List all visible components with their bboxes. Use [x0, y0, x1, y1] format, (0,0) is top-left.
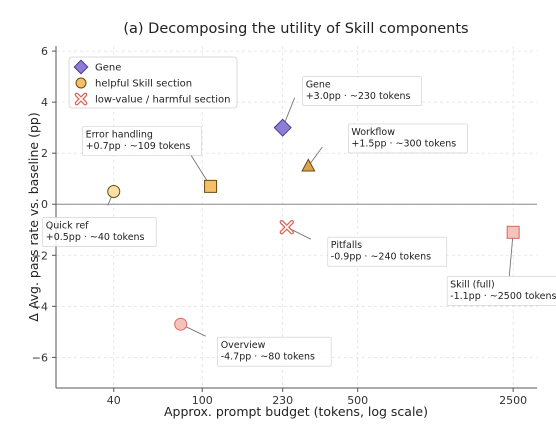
annotation-label: Gene	[306, 80, 331, 91]
legend-label: low-value / harmful section	[95, 95, 230, 106]
legend-box	[68, 56, 238, 109]
x-tick-label: 2500	[499, 394, 527, 407]
x-axis-title: Approx. prompt budget (tokens, log scale…	[164, 404, 428, 419]
legend-label: helpful Skill section	[95, 79, 192, 90]
annotation-leader	[508, 232, 514, 278]
annotation-box	[82, 126, 202, 156]
annotation-label: Skill (full)	[450, 279, 495, 290]
data-point	[107, 184, 121, 198]
y-tick-label: −4	[32, 300, 48, 313]
y-axis-title: Δ Avg. pass rate vs. baseline (pp)	[26, 112, 41, 321]
annotation-label: Quick ref	[46, 220, 89, 231]
annotation-box	[327, 236, 448, 267]
annotation-label: -0.9pp · ~240 tokens	[331, 252, 431, 263]
annotation-label: Workflow	[351, 127, 395, 138]
annotation-box	[42, 217, 157, 247]
annotation-label: +1.5pp · ~300 tokens	[351, 138, 456, 149]
annotation-label: Overview	[221, 340, 266, 351]
x-tick-label: 230	[272, 394, 293, 407]
legend-label: Gene	[95, 63, 121, 74]
data-point	[301, 158, 316, 172]
legend-marker	[73, 59, 89, 75]
annotation-label: +3.0pp · ~230 tokens	[306, 91, 411, 102]
y-tick-label: −6	[32, 351, 48, 364]
y-tick-label: −2	[32, 249, 48, 262]
x-tick-label: 100	[192, 394, 213, 407]
data-point	[204, 179, 218, 193]
chart-title: (a) Decomposing the utility of Skill com…	[123, 21, 468, 37]
annotation-box	[348, 123, 468, 154]
y-tick-label: 6	[41, 45, 48, 58]
x-tick-label: 40	[107, 394, 121, 407]
annotation-label: +0.5pp · ~40 tokens	[46, 232, 145, 243]
data-point	[506, 225, 520, 239]
data-points	[107, 118, 520, 331]
annotation-box	[446, 276, 556, 306]
legend: Gene helpful Skill section low-value / har…	[68, 56, 238, 109]
annotation-box	[217, 336, 332, 367]
legend-marker	[74, 92, 88, 106]
annotation-label: Pitfalls	[331, 240, 362, 251]
y-tick-label: 2	[41, 147, 48, 160]
y-tick-label: 0	[41, 198, 48, 211]
annotation-label: -4.7pp · ~80 tokens	[221, 352, 315, 363]
axes: 40 100 230 500 2500 −6 −4 −2 0 2 4 6	[32, 45, 537, 407]
data-point	[174, 317, 188, 331]
annotation-label: Error handling	[86, 129, 153, 140]
annotation-label: -1.1pp · ~2500 tokens	[450, 291, 556, 302]
annotations: Gene+3.0pp · ~230 tokens Workflow+1.5pp ·…	[42, 76, 556, 367]
legend-marker	[75, 77, 87, 89]
data-point	[273, 118, 292, 137]
data-point	[279, 220, 295, 235]
x-tick-label: 500	[347, 394, 368, 407]
annotation-label: +0.7pp · ~109 tokens	[86, 141, 191, 152]
y-tick-label: 4	[41, 96, 48, 109]
annotation-box	[302, 76, 422, 106]
